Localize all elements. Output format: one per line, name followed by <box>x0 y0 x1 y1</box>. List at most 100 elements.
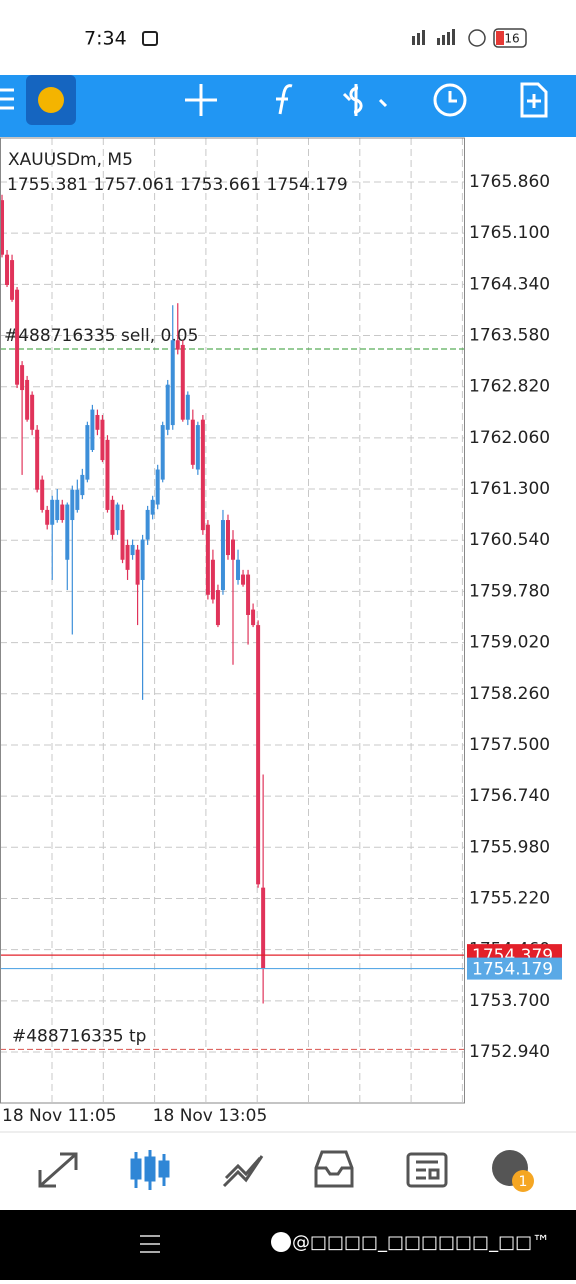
candle-body <box>120 509 125 560</box>
candle-body <box>165 384 170 430</box>
toolbar <box>0 75 576 137</box>
candle-body <box>215 590 220 626</box>
candle-body <box>85 425 90 480</box>
new-order-button[interactable] <box>520 82 548 118</box>
candle-body <box>70 489 75 521</box>
period-button[interactable] <box>433 83 467 117</box>
watermark: @□□□□_□□□□□□_□□™ <box>292 1232 550 1253</box>
candle-body <box>190 419 195 465</box>
candle-body <box>50 499 55 525</box>
candle-body <box>55 499 60 521</box>
candle-body <box>180 344 185 420</box>
candle-body <box>100 419 105 461</box>
badge <box>512 1170 534 1192</box>
y-tick-label: 1758.260 <box>469 684 550 704</box>
candle-body <box>75 489 80 510</box>
y-tick-label: 1763.580 <box>469 326 550 346</box>
chart: 1765.860 1765.100 1764.340 1763.580 1762.820… <box>0 137 562 1126</box>
candle-body <box>150 499 155 515</box>
candle-body <box>231 539 236 560</box>
candle-body <box>105 439 110 510</box>
candle-body <box>90 409 95 450</box>
candle-body <box>20 365 25 391</box>
candle-body <box>236 559 241 580</box>
candle-body <box>256 625 261 885</box>
y-tick-label: 1765.100 <box>469 223 550 243</box>
order-label: #488716335 tp <box>12 1026 146 1046</box>
candle-body <box>125 544 130 570</box>
x-tick-label: 18 Nov 13:05 <box>153 1106 268 1126</box>
chart-title: XAUUSDm, M5 <box>8 150 133 170</box>
candle-body <box>65 504 70 560</box>
candle-body <box>195 425 200 470</box>
candle-body <box>251 609 256 626</box>
y-tick-label: 1757.500 <box>469 735 550 755</box>
status-bar <box>0 0 576 75</box>
y-tick-label: 1762.060 <box>469 428 550 448</box>
plot-border <box>0 137 465 1104</box>
y-tick-label: 1762.820 <box>469 377 550 397</box>
y-tick-label: 1752.940 <box>469 1042 550 1062</box>
candle-body <box>261 887 266 969</box>
candle-body <box>110 499 115 535</box>
candle-body <box>225 520 230 556</box>
y-tick-label: 1765.860 <box>469 172 550 192</box>
battery <box>493 28 527 48</box>
candle-body <box>60 504 65 521</box>
candle-body <box>45 509 50 525</box>
news-tab[interactable] <box>406 1152 448 1188</box>
candle-body <box>5 254 10 286</box>
y-tick-label: 1759.020 <box>469 633 550 653</box>
notif-icon <box>142 31 158 46</box>
tab-icons <box>38 1150 528 1190</box>
candle-body <box>130 544 135 556</box>
y-tick-label: 1753.700 <box>469 991 550 1011</box>
toolbar-icons <box>0 75 548 125</box>
price-tag <box>467 957 562 980</box>
crosshair-button[interactable] <box>185 84 217 116</box>
nav-menu[interactable] <box>140 1235 160 1253</box>
battery-text: 16 <box>504 32 519 46</box>
candle-body <box>95 414 100 430</box>
candle-body <box>160 425 165 480</box>
signal-icons <box>412 29 486 47</box>
order-label: #488716335 sell, 0.05 <box>4 326 198 346</box>
trade-tab[interactable] <box>222 1155 264 1188</box>
y-tick-label: 1761.300 <box>469 479 550 499</box>
quotes-tab[interactable] <box>38 1152 78 1188</box>
y-tick-label: 1764.340 <box>469 274 550 294</box>
candle-body <box>10 260 15 300</box>
x-tick-label: 18 Nov 11:05 <box>2 1106 117 1126</box>
history-tab[interactable] <box>314 1150 354 1188</box>
candle-body <box>115 504 120 531</box>
candle-body <box>175 340 180 350</box>
y-tick-label: 1760.540 <box>469 530 550 550</box>
candle-body <box>35 429 40 490</box>
price-tag-label: 1754.179 <box>472 960 553 980</box>
candle-body <box>205 524 210 595</box>
candle-body <box>140 539 145 580</box>
menu-button[interactable] <box>0 88 14 110</box>
time-axis <box>0 1103 465 1132</box>
indicator-button[interactable] <box>276 84 293 115</box>
candle-body <box>40 479 45 510</box>
candle-body <box>200 419 205 531</box>
candle-body <box>145 509 150 540</box>
fb-icon <box>271 1232 291 1252</box>
y-tick-label: 1755.220 <box>469 888 550 908</box>
clock: 7:34 <box>84 28 127 50</box>
y-tick-label: 1755.980 <box>469 837 550 857</box>
candle-body <box>30 394 35 430</box>
candle-body <box>185 394 190 420</box>
candle-body <box>15 289 20 385</box>
battery-level <box>496 31 504 45</box>
trade-button[interactable] <box>342 84 388 116</box>
chart-tab[interactable] <box>130 1150 170 1190</box>
candle-body <box>135 549 140 585</box>
candle-body <box>80 474 85 496</box>
chart-subtitle: 1755.381 1757.061 1753.661 1754.179 <box>7 175 348 195</box>
badge-count: 1 <box>519 1174 528 1190</box>
y-tick-label: 1759.780 <box>469 581 550 601</box>
